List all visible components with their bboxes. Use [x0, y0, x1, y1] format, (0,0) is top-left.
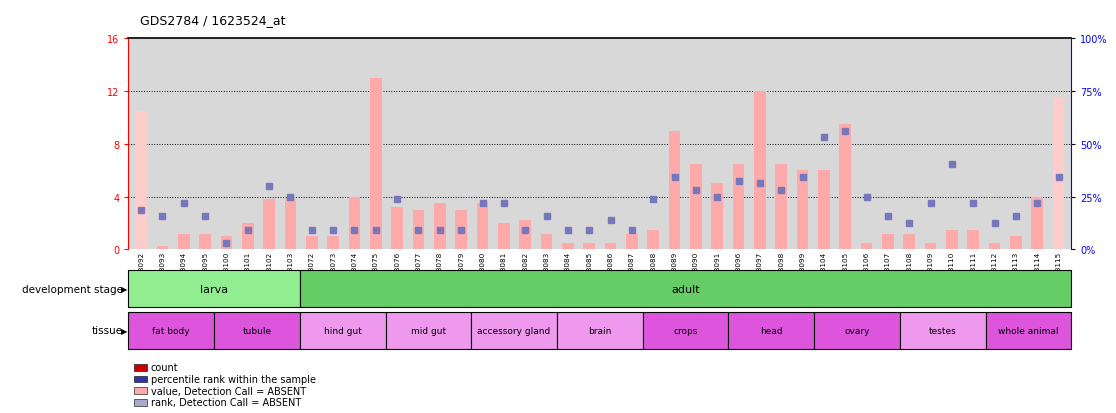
Bar [562, 243, 574, 250]
Bar [156, 246, 169, 250]
Bar [818, 171, 829, 250]
Text: development stage: development stage [21, 284, 123, 294]
Bar [968, 230, 979, 250]
Text: ovary: ovary [845, 326, 869, 335]
Bar [306, 237, 318, 250]
Text: ▶: ▶ [121, 285, 127, 294]
Bar [989, 243, 1000, 250]
Text: ▶: ▶ [121, 326, 127, 335]
Text: accessory gland: accessory gland [478, 326, 550, 335]
Bar [925, 243, 936, 250]
Bar [434, 204, 445, 250]
Bar [540, 234, 552, 250]
Bar [455, 210, 466, 250]
Text: adult: adult [671, 284, 700, 294]
Bar [733, 164, 744, 250]
Bar [519, 221, 531, 250]
Bar [477, 204, 489, 250]
Text: rank, Detection Call = ABSENT: rank, Detection Call = ABSENT [151, 397, 301, 407]
Bar [557, 312, 643, 349]
Text: count: count [151, 363, 179, 373]
Bar [860, 243, 873, 250]
Bar [471, 312, 557, 349]
Bar [605, 243, 616, 250]
Bar [899, 312, 985, 349]
Text: testes: testes [929, 326, 956, 335]
Text: tissue: tissue [92, 325, 123, 335]
Bar [839, 125, 852, 250]
Bar [946, 230, 958, 250]
Bar [385, 312, 471, 349]
Bar [221, 237, 232, 250]
Bar [128, 312, 214, 349]
Bar [584, 243, 595, 250]
Text: whole animal: whole animal [998, 326, 1059, 335]
Bar [285, 200, 297, 250]
Text: head: head [760, 326, 782, 335]
Bar [177, 234, 190, 250]
Text: larva: larva [200, 284, 228, 294]
Bar [626, 234, 637, 250]
Bar [647, 230, 660, 250]
Bar [300, 312, 385, 349]
Bar [300, 271, 1071, 308]
Text: mid gut: mid gut [411, 326, 446, 335]
Bar [729, 312, 815, 349]
Bar [985, 312, 1071, 349]
Text: value, Detection Call = ABSENT: value, Detection Call = ABSENT [151, 386, 306, 396]
Text: fat body: fat body [153, 326, 190, 335]
Bar [815, 312, 899, 349]
Bar [348, 197, 360, 250]
Bar [1052, 98, 1065, 250]
Text: GDS2784 / 1623524_at: GDS2784 / 1623524_at [140, 14, 285, 27]
Bar [413, 210, 424, 250]
Bar [903, 234, 915, 250]
Bar [327, 237, 339, 250]
Bar [128, 271, 300, 308]
Bar [263, 200, 275, 250]
Bar [200, 234, 211, 250]
Bar [882, 234, 894, 250]
Bar [1010, 237, 1022, 250]
Text: tubule: tubule [242, 326, 271, 335]
Bar [668, 131, 681, 250]
Bar [371, 79, 382, 250]
Text: brain: brain [588, 326, 612, 335]
Bar [776, 164, 787, 250]
Bar [214, 312, 300, 349]
Bar [643, 312, 729, 349]
Bar [242, 223, 253, 250]
Bar [392, 208, 403, 250]
Bar [754, 92, 766, 250]
Bar [1031, 197, 1043, 250]
Text: percentile rank within the sample: percentile rank within the sample [151, 374, 316, 384]
Bar [711, 184, 723, 250]
Text: hind gut: hind gut [324, 326, 362, 335]
Bar [135, 112, 147, 250]
Bar [690, 164, 702, 250]
Bar [797, 171, 808, 250]
Bar [498, 223, 510, 250]
Text: crops: crops [673, 326, 698, 335]
